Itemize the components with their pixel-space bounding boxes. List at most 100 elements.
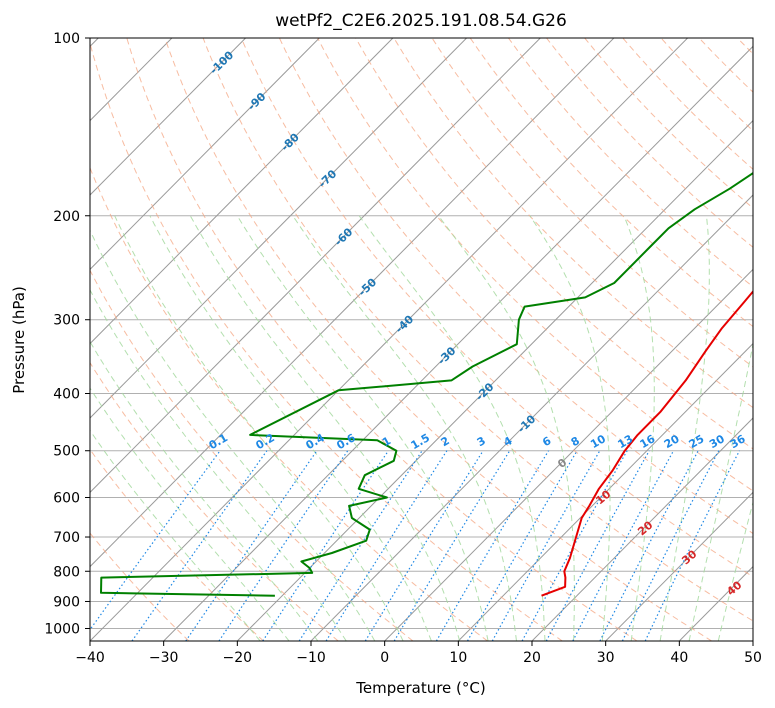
dry-adiabat-line <box>660 38 753 132</box>
y-tick-label: 700 <box>53 530 80 546</box>
x-axis-label: Temperature (°C) <box>355 679 485 697</box>
mixing-ratio-label: 30 <box>707 432 727 451</box>
moist-adiabat-line <box>114 215 404 641</box>
isotherm-line <box>310 194 753 641</box>
mixing-ratio-label: 0.4 <box>304 431 328 452</box>
dry-adiabat-line <box>698 38 753 93</box>
isotherm-line <box>678 565 753 641</box>
mixing-ratio-label: 20 <box>662 432 682 451</box>
moist-adiabat-line <box>292 215 517 641</box>
mixing-ratio-line <box>131 450 268 641</box>
dry-adiabat-line <box>202 38 753 622</box>
mixing-ratio-label: 16 <box>638 432 658 451</box>
isotherm-line <box>384 268 753 641</box>
x-tick-label: 10 <box>449 650 467 666</box>
moist-adiabat-line <box>236 215 489 641</box>
y-tick-label: 400 <box>53 387 80 403</box>
mixing-ratio-line <box>90 450 221 631</box>
moist-adiabat-line <box>529 215 611 641</box>
moist-adiabat-line <box>149 215 432 641</box>
dry-adiabat-line <box>90 448 264 641</box>
y-tick-label: 500 <box>53 444 80 460</box>
moist-adiabat-line <box>659 215 710 641</box>
x-tick-label: −20 <box>223 650 253 666</box>
x-tick-label: −40 <box>75 650 105 666</box>
mixing-ratio-label: 25 <box>687 432 707 451</box>
background-lines <box>90 38 753 641</box>
mixing-ratio-line <box>185 450 318 641</box>
x-tick-label: 50 <box>744 650 762 666</box>
mixing-ratio-line <box>599 450 699 641</box>
mixing-ratio-label: 0.1 <box>207 431 230 452</box>
dry-adiabat-line <box>736 38 753 55</box>
dry-adiabat-line <box>90 41 563 641</box>
moist-adiabat-line <box>358 215 546 641</box>
mixing-ratio-line <box>621 450 720 641</box>
series-layer <box>100 171 753 597</box>
dry-adiabat-line <box>240 38 753 578</box>
mixing-ratio-label: 13 <box>616 432 636 451</box>
x-tick-label: 0 <box>380 650 389 666</box>
moist-adiabat-line <box>688 341 753 641</box>
y-axis-label: Pressure (hPa) <box>10 286 28 394</box>
plot-frame <box>89 37 754 642</box>
y-tick-label: 900 <box>53 594 80 610</box>
mixing-ratio-label: 6 <box>540 434 553 449</box>
dry-adiabat-label: 0 <box>555 456 569 471</box>
y-tick-label: 800 <box>53 564 80 580</box>
mixing-ratio-line <box>393 450 511 641</box>
dry-adiabat-label: 40 <box>724 578 744 598</box>
moist-adiabat-line <box>90 429 261 641</box>
mixing-ratio-line <box>466 450 578 641</box>
dry-adiabat-line <box>90 166 488 641</box>
y-tick-label: 1000 <box>44 621 80 637</box>
mixing-ratio-line <box>644 450 741 641</box>
dry-adiabat-line <box>393 38 753 409</box>
moist-adiabat-line <box>90 229 376 641</box>
moist-adiabat-line <box>189 215 461 641</box>
dry-adiabat-label: 20 <box>635 518 655 538</box>
dry-adiabat-line <box>507 38 753 288</box>
dewpoint-profile-line <box>100 171 753 597</box>
mixing-ratio-label: 36 <box>728 432 748 451</box>
dry-adiabat-line <box>469 38 753 328</box>
isotherm-line <box>90 38 541 494</box>
x-tick-label: 30 <box>597 650 615 666</box>
dry-adiabat-line <box>278 38 753 535</box>
x-tick-label: −10 <box>296 650 326 666</box>
dry-adiabat-line <box>546 38 753 248</box>
isotherm-line <box>90 38 615 568</box>
y-tick-label: 300 <box>53 313 80 329</box>
isotherm-line <box>90 38 246 196</box>
chart-title: wetPf2_C2E6.2025.191.08.54.G26 <box>275 11 567 31</box>
mixing-ratio-line <box>218 450 349 641</box>
isotherm-line <box>236 119 753 641</box>
moist-adiabat-line <box>90 340 319 641</box>
mixing-ratio-line <box>364 450 484 641</box>
isotherm-line <box>457 342 753 641</box>
mixing-ratio-label: 8 <box>569 434 582 449</box>
isotherm-line <box>605 491 753 641</box>
mixing-ratio-label: 10 <box>588 432 608 451</box>
dry-adiabat-label: 10 <box>593 487 613 507</box>
x-tick-label: 20 <box>523 650 541 666</box>
mixing-ratio-label: 3 <box>475 434 488 449</box>
dry-adiabat-line <box>584 38 753 209</box>
moist-adiabat-line <box>90 288 347 641</box>
y-tick-label: 100 <box>53 31 80 47</box>
mixing-ratio-line <box>435 450 550 641</box>
isotherm-line <box>90 38 394 345</box>
x-tick-label: 40 <box>670 650 688 666</box>
mixing-ratio-line <box>521 450 628 641</box>
mixing-ratio-line <box>545 450 650 641</box>
isotherm-line <box>90 38 467 419</box>
isotherm-line <box>752 640 753 641</box>
mixing-ratio-line <box>298 450 423 641</box>
mixing-ratio-label: 2 <box>439 434 452 449</box>
isotherm-line <box>90 38 688 641</box>
isotherm-line <box>163 45 753 641</box>
moist-adiabat-line <box>90 387 290 641</box>
dry-adiabat-line <box>126 38 638 641</box>
mixing-ratio-line <box>325 450 448 641</box>
